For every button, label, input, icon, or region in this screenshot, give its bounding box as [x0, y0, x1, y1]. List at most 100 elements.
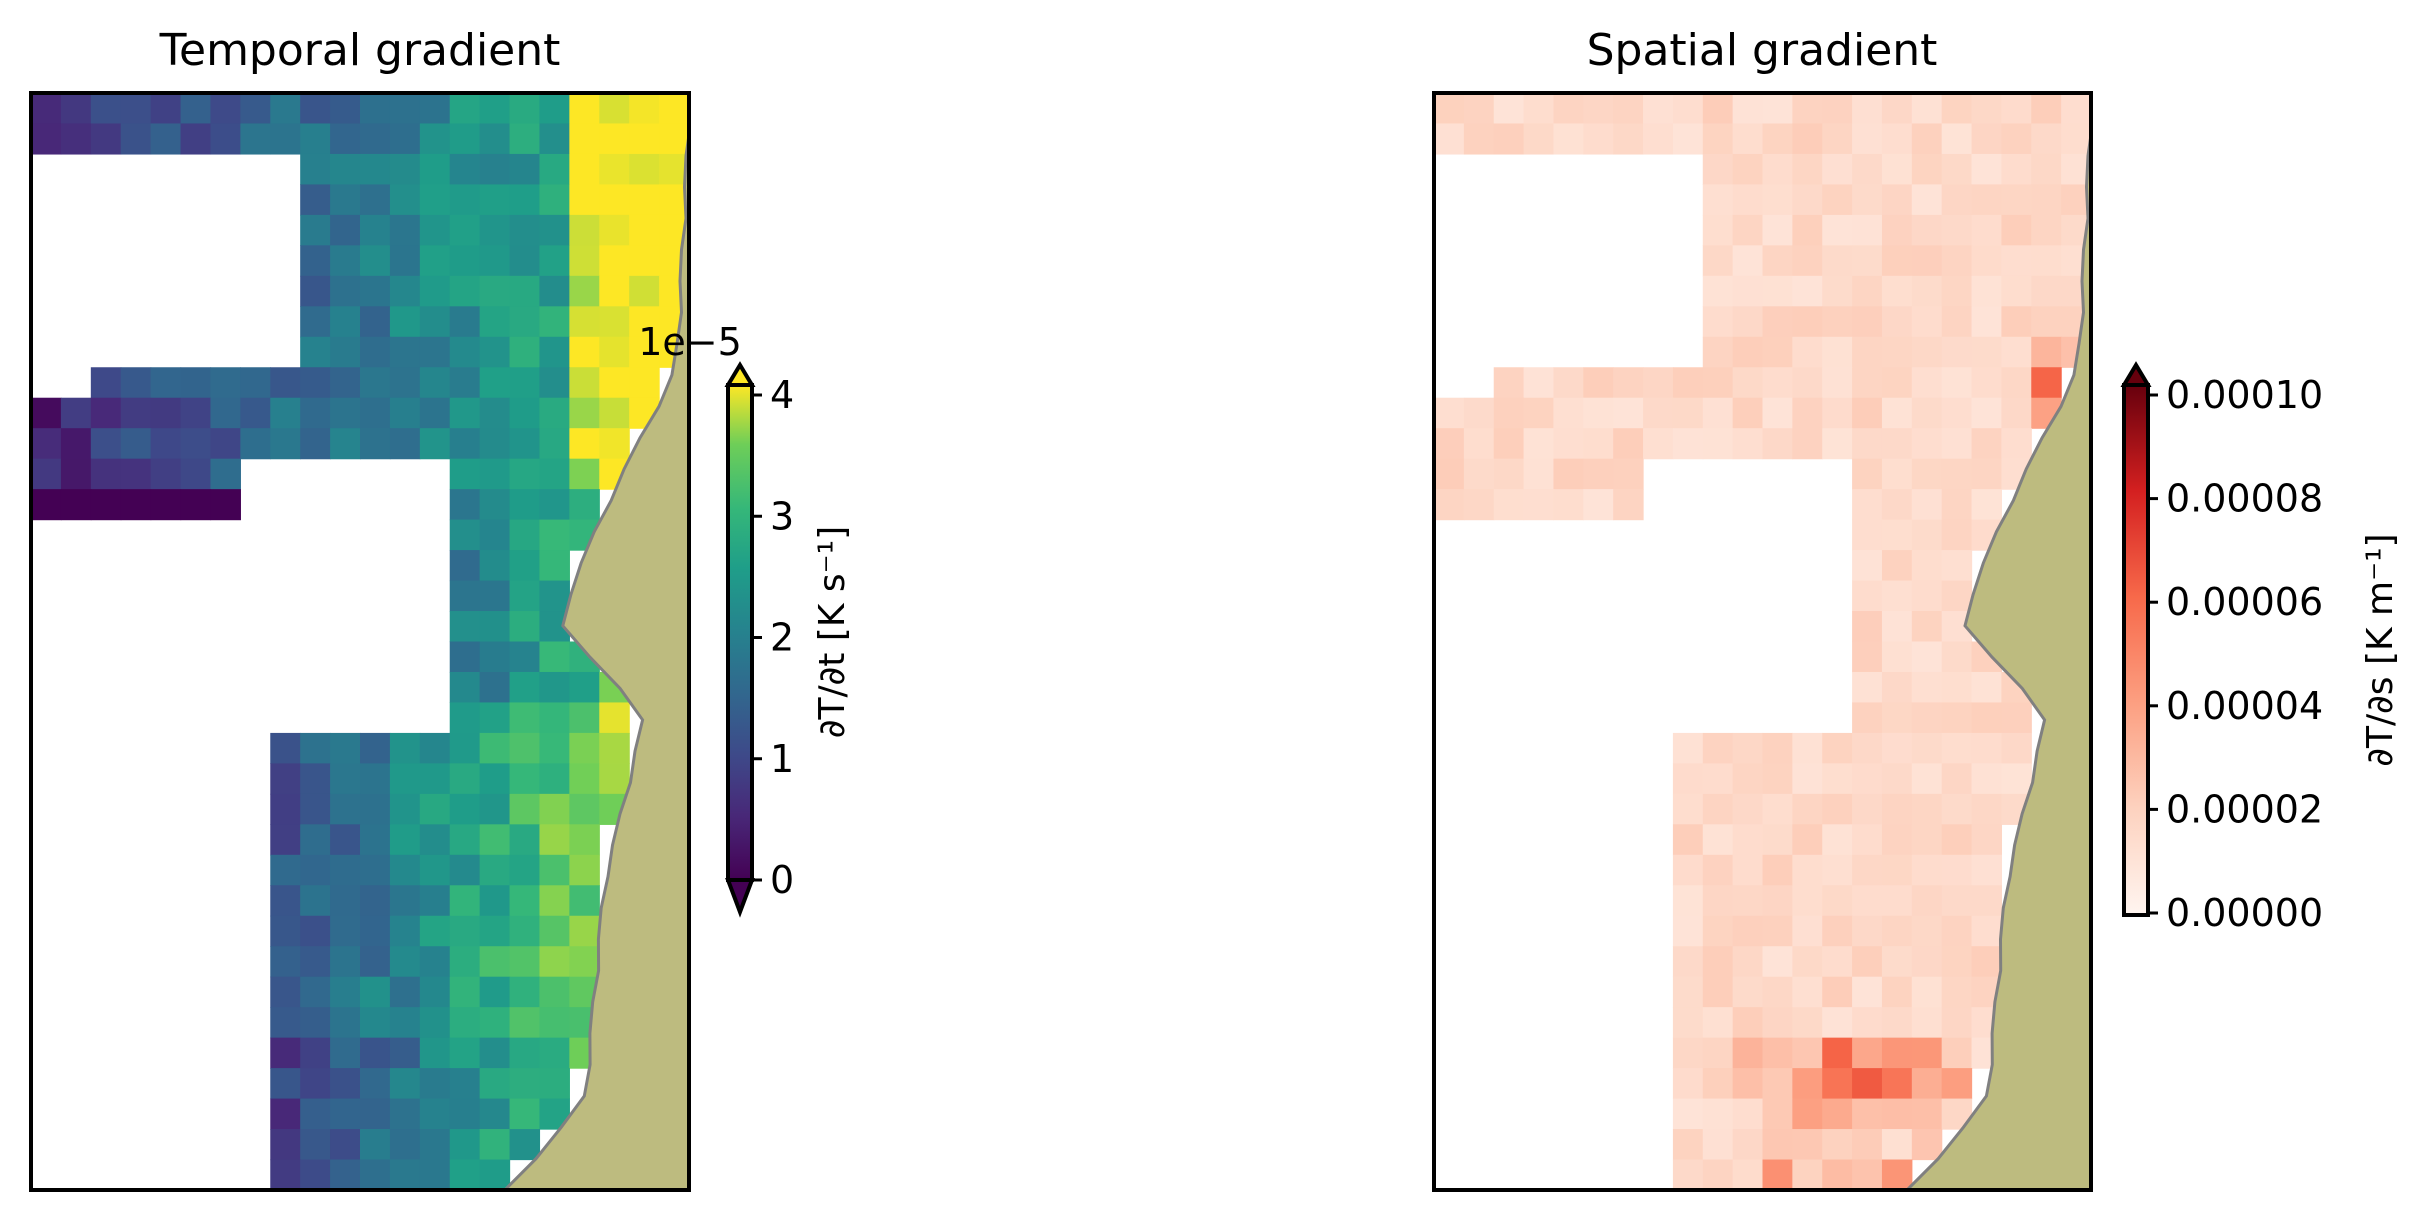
spatial-heatmap-cell: [1852, 489, 1883, 521]
temporal-heatmap-cell: [300, 123, 331, 155]
temporal-heatmap-cell: [419, 793, 451, 825]
temporal-heatmap-cell: [569, 336, 600, 368]
spatial-heatmap-cell: [1822, 1068, 1853, 1100]
spatial-heatmap-cell: [1822, 1007, 1853, 1039]
spatial-heatmap-cell: [1732, 245, 1764, 277]
spatial-axes-frame: [1432, 91, 2093, 1192]
temporal-heatmap-cell: [389, 1159, 421, 1190]
temporal-heatmap-cell: [419, 428, 451, 460]
temporal-heatmap-cell: [360, 184, 391, 216]
temporal-heatmap-cell: [330, 336, 361, 368]
temporal-heatmap-cell: [419, 214, 451, 246]
temporal-heatmap-cell: [330, 153, 361, 186]
temporal-heatmap-cell: [419, 93, 451, 125]
spatial-heatmap-cell: [1613, 489, 1644, 521]
temporal-heatmap-cell: [539, 1037, 570, 1069]
spatial-colorbar-extend-max: [2120, 361, 2152, 387]
temporal-heatmap-cell: [300, 763, 331, 795]
spatial-heatmap-cell: [1702, 184, 1734, 216]
spatial-heatmap-cell: [1852, 306, 1883, 338]
temporal-heatmap-cell: [419, 1068, 451, 1100]
spatial-heatmap-cell: [1941, 1007, 1973, 1039]
spatial-heatmap-cell: [1762, 397, 1793, 429]
temporal-heatmap-cell: [240, 428, 271, 460]
spatial-heatmap-cell: [1911, 428, 1943, 460]
temporal-heatmap-cell: [120, 123, 152, 155]
temporal-heatmap-cell: [569, 184, 600, 216]
spatial-heatmap-cell: [1971, 489, 2003, 521]
temporal-heatmap-cell: [120, 489, 152, 521]
spatial-heatmap-cell: [1911, 367, 1943, 399]
spatial-heatmap-cell: [1822, 1098, 1853, 1130]
spatial-heatmap-cell: [1822, 153, 1853, 186]
spatial-heatmap-cell: [1762, 245, 1793, 277]
temporal-heatmap-cell: [419, 306, 451, 338]
spatial-heatmap-cell: [1762, 1129, 1793, 1161]
spatial-heatmap-cell: [1463, 489, 1495, 521]
temporal-heatmap-cell: [419, 946, 451, 978]
temporal-heatmap-cell: [479, 1037, 511, 1069]
spatial-heatmap-cell: [1941, 1037, 1973, 1069]
spatial-heatmap-cell: [1732, 153, 1764, 186]
temporal-heatmap-cell: [389, 214, 421, 246]
spatial-heatmap-cell: [2061, 93, 2091, 125]
spatial-heatmap-cell: [1702, 336, 1734, 368]
spatial-heatmap-cell: [1852, 275, 1883, 307]
spatial-heatmap-cell: [1613, 93, 1644, 125]
temporal-heatmap-cell: [300, 336, 331, 368]
temporal-heatmap-cell: [569, 671, 600, 704]
spatial-land-mask: [1904, 93, 2091, 1190]
temporal-heatmap-cell: [479, 732, 511, 764]
spatial-heatmap-cell: [1852, 976, 1883, 1008]
spatial-heatmap-cell: [1881, 336, 1913, 368]
temporal-heatmap-cell: [449, 702, 481, 734]
temporal-heatmap-cell: [90, 458, 122, 490]
spatial-heatmap-cell: [1732, 275, 1764, 307]
temporal-heatmap-cell: [389, 793, 421, 825]
spatial-heatmap-cell: [1702, 915, 1734, 947]
spatial-heatmap-cell: [2031, 93, 2062, 125]
temporal-heatmap-cell: [419, 915, 451, 947]
spatial-heatmap-cell: [1792, 915, 1823, 947]
spatial-gradient-title: Spatial gradient: [1587, 25, 1938, 76]
temporal-heatmap-cell: [330, 946, 361, 978]
spatial-heatmap-cell: [1822, 275, 1853, 307]
spatial-heatmap-cell: [1434, 489, 1465, 521]
spatial-heatmap-cell: [1493, 458, 1525, 490]
temporal-heatmap-cell: [300, 976, 331, 1008]
temporal-heatmap-cell: [449, 306, 481, 338]
temporal-heatmap-cell: [360, 824, 391, 856]
temporal-heatmap-cell: [509, 1129, 541, 1161]
spatial-heatmap-cell: [1702, 1129, 1734, 1161]
spatial-heatmap-cell: [1852, 153, 1883, 186]
spatial-colorbar-fill: [2124, 385, 2148, 915]
temporal-heatmap-cell: [389, 275, 421, 307]
spatial-heatmap-cell: [1702, 1007, 1734, 1039]
temporal-heatmap-cell: [509, 214, 541, 246]
spatial-heatmap-cell: [1672, 1129, 1704, 1161]
spatial-heatmap-cell: [1762, 1098, 1793, 1130]
temporal-heatmap-cell: [300, 245, 331, 277]
spatial-heatmap-cell: [1852, 732, 1883, 764]
temporal-heatmap-cell: [449, 580, 481, 612]
temporal-heatmap-cell: [509, 1007, 541, 1039]
spatial-heatmap-cell: [1613, 397, 1644, 429]
temporal-heatmap-cell: [599, 367, 630, 399]
spatial-heatmap-cell: [1732, 184, 1764, 216]
spatial-heatmap-cell: [1971, 336, 2003, 368]
spatial-heatmap-cell: [1911, 611, 1943, 643]
spatial-heatmap-cell: [1732, 1098, 1764, 1130]
temporal-heatmap-cell: [509, 245, 541, 277]
spatial-heatmap-cell: [1762, 275, 1793, 307]
temporal-heatmap-cell: [210, 397, 241, 429]
temporal-heatmap-cell: [300, 306, 331, 338]
spatial-heatmap-cell: [2001, 306, 2032, 338]
spatial-heatmap-cell: [1613, 123, 1644, 155]
spatial-heatmap-cell: [1702, 1068, 1734, 1100]
temporal-heatmap-cell: [539, 519, 570, 551]
temporal-heatmap-cell: [479, 580, 511, 612]
spatial-heatmap-cell: [1822, 824, 1853, 856]
temporal-heatmap-cell: [539, 976, 570, 1008]
temporal-heatmap-cell: [300, 824, 331, 856]
